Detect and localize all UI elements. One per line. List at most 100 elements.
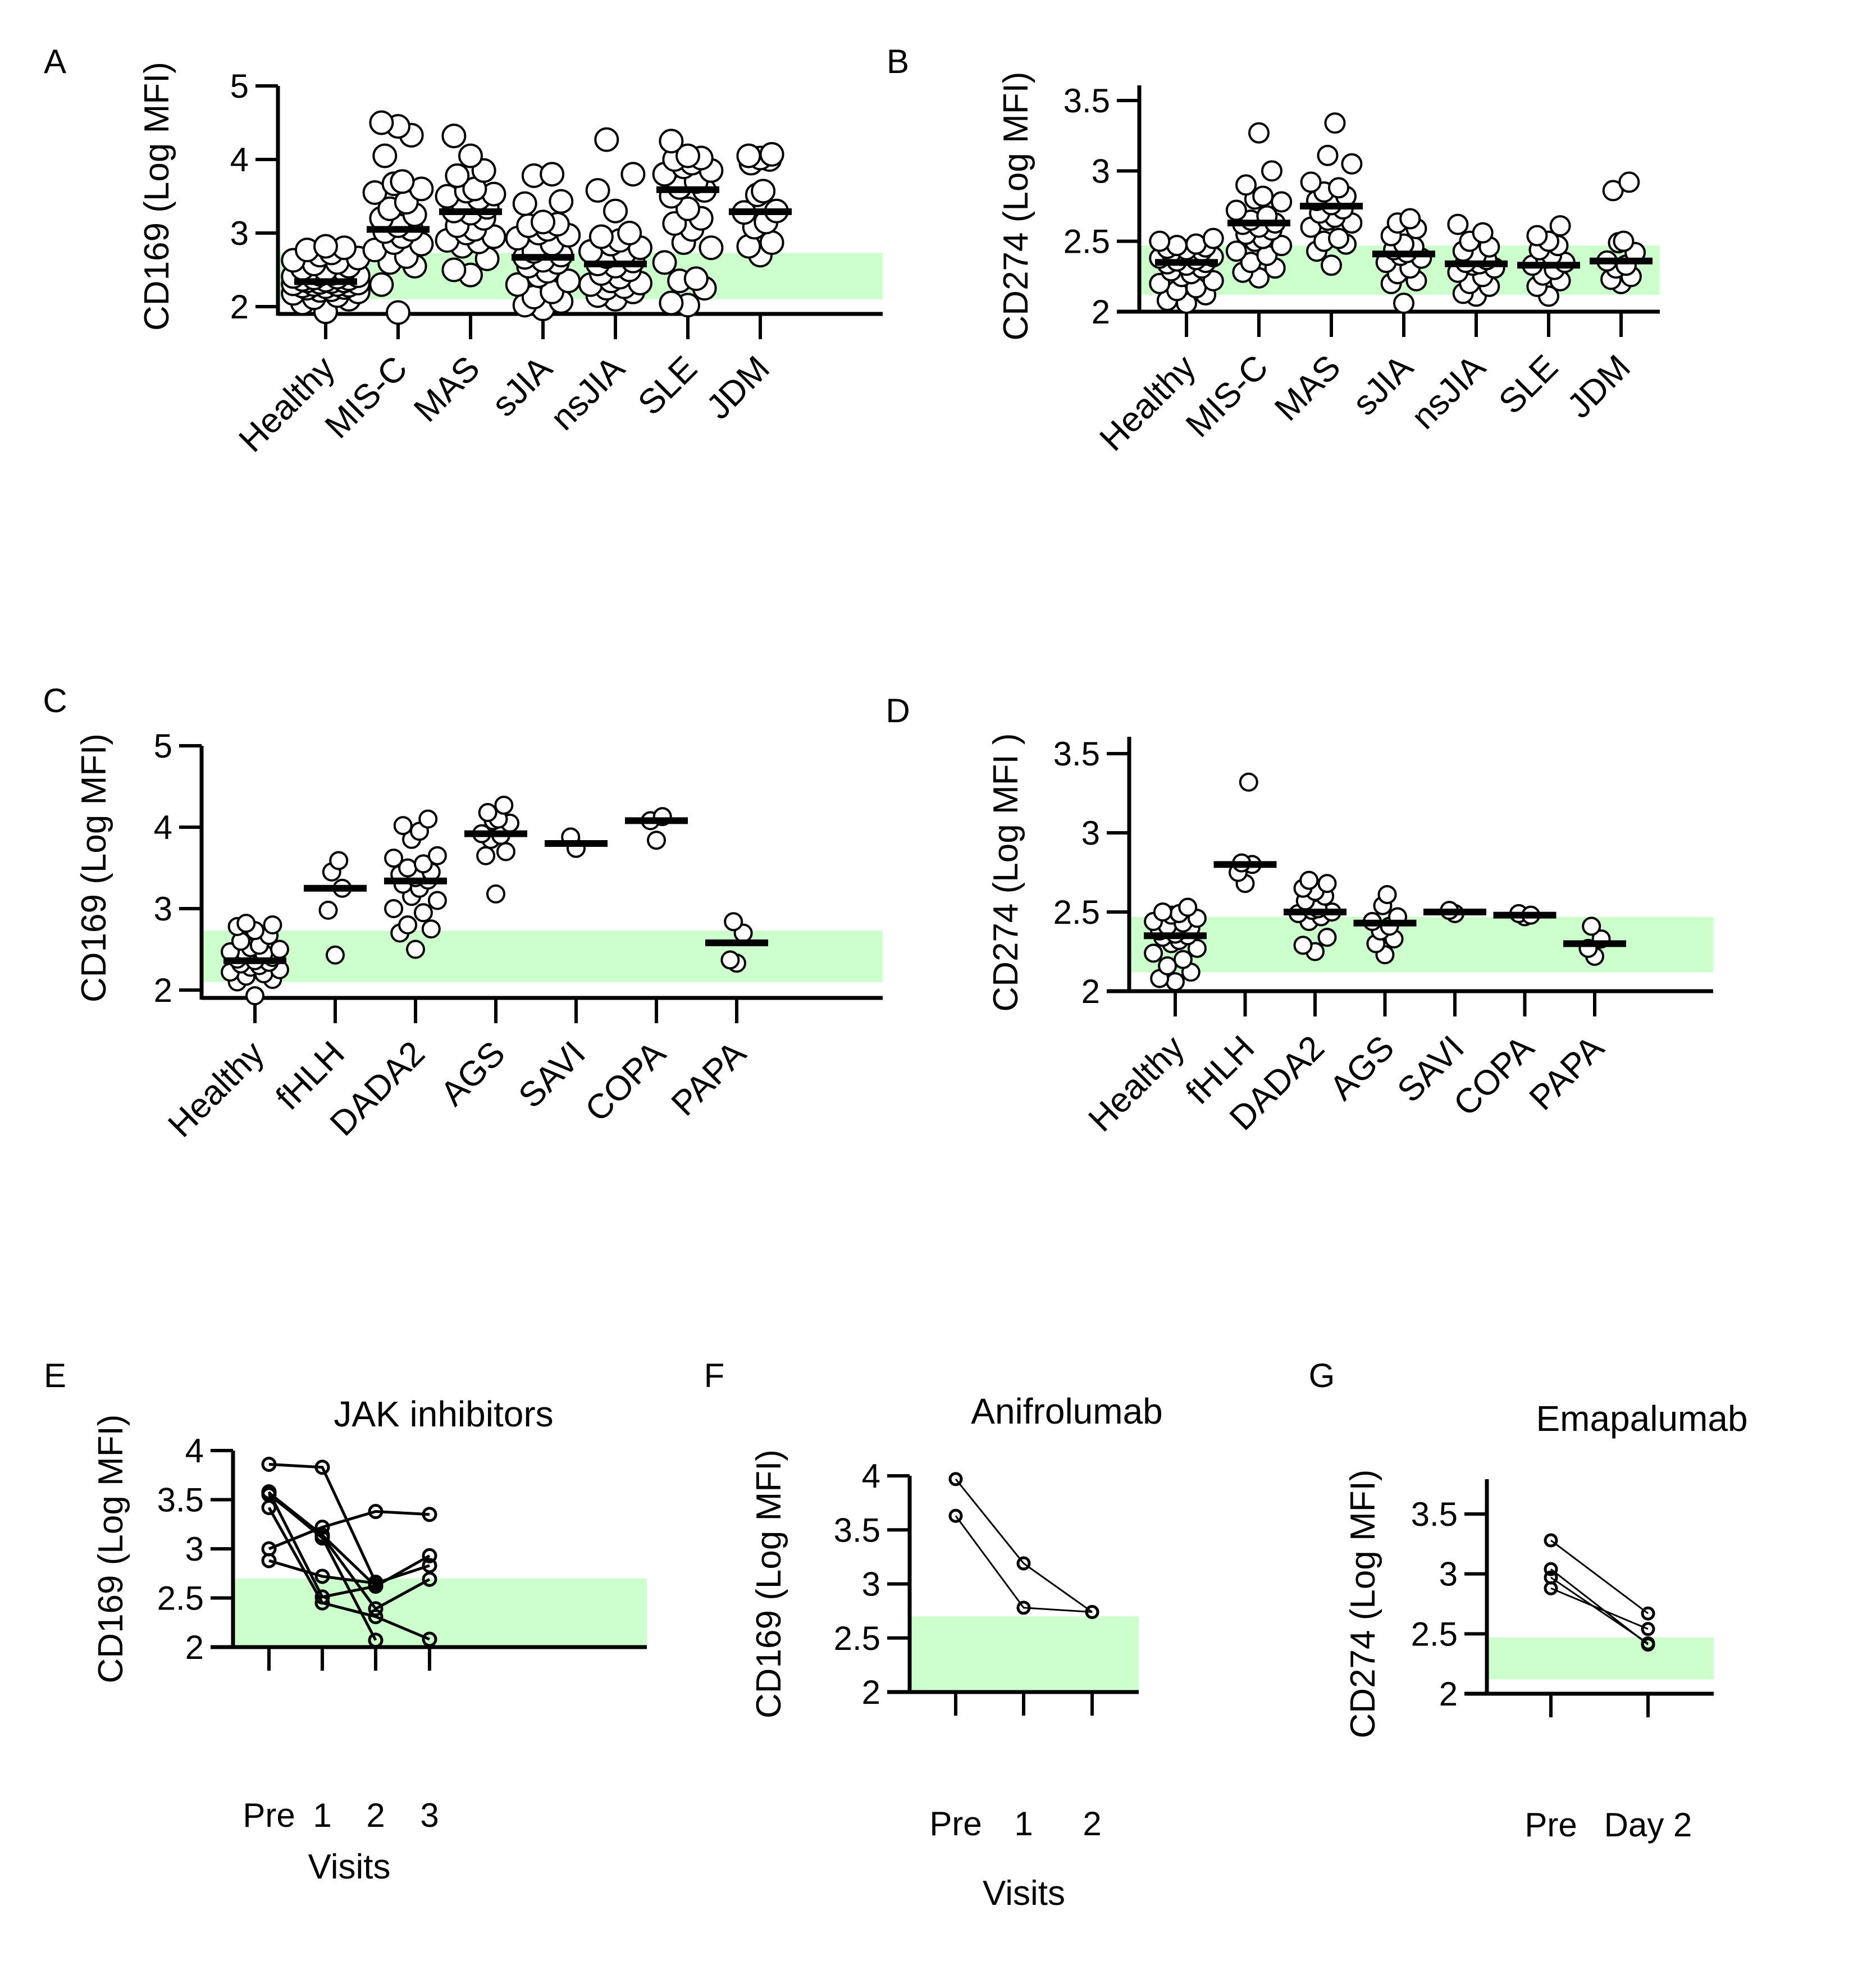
data-point bbox=[948, 1472, 963, 1486]
series-line bbox=[268, 1493, 377, 1641]
data-point bbox=[1526, 225, 1548, 247]
panel-letter: D bbox=[885, 692, 910, 729]
data-point bbox=[1641, 1606, 1655, 1621]
data-point bbox=[1341, 153, 1363, 175]
y-axis-title: CD169 (Log MFI) bbox=[75, 733, 113, 1002]
data-point bbox=[1085, 1605, 1099, 1620]
data-point bbox=[1300, 171, 1322, 193]
x-tick-label: 1 bbox=[313, 1796, 331, 1834]
data-point bbox=[1582, 916, 1601, 936]
y-tick-label: 2 bbox=[1092, 293, 1110, 331]
data-point bbox=[1472, 222, 1494, 244]
data-point bbox=[594, 127, 619, 152]
chart-title: Anifrolumab bbox=[971, 1391, 1163, 1431]
data-point bbox=[617, 221, 642, 245]
data-point bbox=[659, 290, 684, 316]
series-line bbox=[268, 1510, 430, 1551]
reference-band bbox=[1489, 1637, 1714, 1680]
x-tick-label: Pre bbox=[1524, 1806, 1577, 1844]
y-tick-label: 3.5 bbox=[834, 1511, 880, 1549]
x-axis-title: Visits bbox=[983, 1874, 1065, 1913]
data-point bbox=[418, 809, 438, 829]
data-point bbox=[314, 1530, 330, 1546]
data-point bbox=[1399, 208, 1421, 230]
data-point bbox=[494, 795, 514, 815]
data-point bbox=[496, 842, 515, 861]
data-point bbox=[422, 1631, 437, 1647]
data-point bbox=[314, 1460, 330, 1475]
reference-band bbox=[911, 1616, 1139, 1692]
data-point bbox=[1153, 902, 1172, 922]
data-point bbox=[245, 986, 264, 1006]
data-point bbox=[948, 1508, 963, 1523]
data-point bbox=[1317, 874, 1337, 893]
data-point bbox=[441, 124, 467, 149]
data-point bbox=[1202, 227, 1224, 249]
data-point bbox=[261, 1486, 277, 1502]
data-point bbox=[1149, 230, 1171, 252]
data-point bbox=[540, 162, 565, 187]
x-tick-label: Pre bbox=[243, 1796, 295, 1834]
data-point bbox=[261, 1553, 277, 1568]
data-point bbox=[652, 250, 677, 275]
panel-letter: A bbox=[44, 43, 66, 80]
y-tick-label: 3 bbox=[1439, 1556, 1458, 1593]
data-point bbox=[1293, 936, 1313, 955]
data-point bbox=[1225, 240, 1247, 262]
data-point bbox=[1248, 122, 1270, 144]
y-tick-label: 3 bbox=[230, 215, 249, 252]
data-point bbox=[427, 846, 447, 865]
data-point bbox=[406, 940, 425, 959]
y-tick-label: 4 bbox=[154, 809, 172, 846]
y-tick-label: 5 bbox=[154, 727, 172, 765]
data-point bbox=[318, 900, 338, 920]
data-point bbox=[478, 802, 497, 822]
y-tick-label: 3.5 bbox=[1063, 82, 1110, 120]
reference-band bbox=[235, 1578, 647, 1647]
panel-letter: C bbox=[43, 682, 67, 719]
y-tick-label: 2.5 bbox=[1411, 1615, 1458, 1653]
data-point bbox=[1158, 956, 1177, 975]
data-point bbox=[683, 266, 709, 291]
y-tick-label: 2 bbox=[1439, 1675, 1458, 1713]
data-point bbox=[393, 816, 413, 836]
data-point bbox=[422, 1507, 437, 1522]
data-point bbox=[486, 884, 505, 904]
data-point bbox=[390, 169, 415, 194]
panel-letter: F bbox=[704, 1357, 725, 1394]
data-point bbox=[1317, 144, 1339, 166]
data-point bbox=[1166, 972, 1185, 992]
data-point bbox=[1618, 171, 1640, 193]
y-tick-label: 2.5 bbox=[1063, 223, 1110, 261]
series-line bbox=[955, 1515, 1093, 1613]
data-point bbox=[1299, 870, 1319, 890]
x-tick-label: Day 2 bbox=[1604, 1806, 1692, 1844]
data-point bbox=[759, 142, 784, 167]
x-tick-label: 2 bbox=[366, 1796, 385, 1834]
series-line bbox=[1550, 1576, 1649, 1644]
data-point bbox=[1178, 897, 1198, 917]
data-point bbox=[724, 912, 743, 932]
data-point bbox=[1225, 199, 1247, 221]
y-axis-title: CD274 (Log MFI ) bbox=[987, 733, 1025, 1011]
y-tick-label: 3.5 bbox=[157, 1481, 204, 1519]
y-axis-title: CD274 (Log MFI) bbox=[1344, 1470, 1382, 1739]
data-point bbox=[1544, 1581, 1558, 1595]
data-point bbox=[1016, 1556, 1031, 1571]
data-point bbox=[505, 272, 530, 297]
panel-letter: G bbox=[1309, 1357, 1335, 1394]
data-point bbox=[384, 899, 404, 918]
data-point bbox=[1271, 191, 1293, 213]
data-point bbox=[1641, 1622, 1655, 1636]
y-axis-title: CD274 (Log MFI) bbox=[997, 72, 1035, 341]
series-line bbox=[268, 1559, 430, 1585]
data-point bbox=[751, 179, 776, 204]
data-point bbox=[422, 1571, 437, 1587]
series-line bbox=[268, 1463, 377, 1583]
data-point bbox=[1393, 292, 1414, 314]
data-point bbox=[372, 143, 398, 168]
data-point bbox=[384, 849, 404, 868]
data-point bbox=[1144, 943, 1163, 963]
y-tick-label: 2.5 bbox=[834, 1620, 880, 1657]
